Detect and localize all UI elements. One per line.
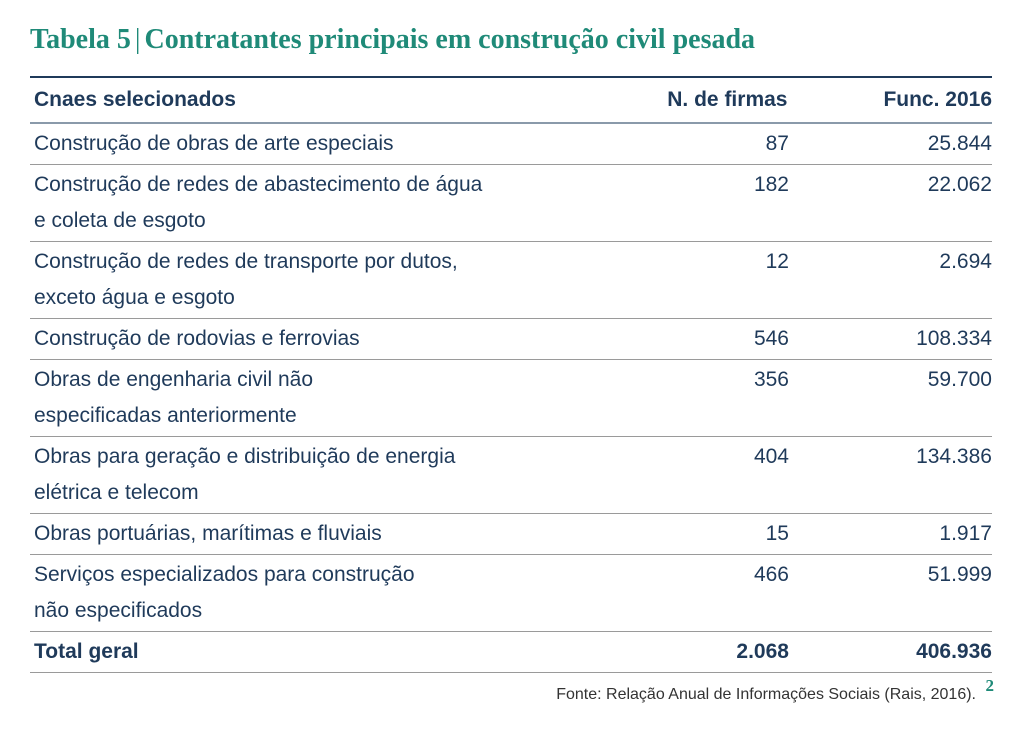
page-number: 2	[985, 676, 995, 695]
row-label-line: Obras de engenharia civil não	[34, 368, 314, 391]
row-label: Obras portuárias, marítimas e fluviais	[30, 516, 591, 552]
row-label: Obras de engenharia civil não especificad…	[30, 362, 591, 434]
table-row: Construção de redes de transporte por du…	[30, 242, 992, 319]
total-func: 406.936	[916, 640, 992, 663]
row-firmas: 546	[753, 327, 789, 350]
row-firmas: 182	[753, 173, 789, 196]
row-func: 51.999	[927, 563, 992, 586]
row-label: Obras para geração e distribuição de ene…	[30, 439, 591, 511]
table-row: Obras portuárias, marítimas e fluviais 1…	[30, 514, 992, 555]
row-label-line: Construção de obras de arte especiais	[34, 132, 394, 155]
row-firmas: 356	[753, 368, 789, 391]
row-func: 59.700	[927, 368, 992, 391]
row-firmas: 87	[765, 132, 789, 155]
header-func: Func. 2016	[883, 88, 993, 111]
header-firmas: N. de firmas	[667, 88, 788, 111]
row-func: 25.844	[927, 132, 992, 155]
row-label-line: e coleta de esgoto	[34, 209, 206, 232]
row-label: Construção de rodovias e ferrovias	[30, 321, 591, 357]
header-cnaes: Cnaes selecionados	[34, 88, 236, 111]
row-func: 1.917	[939, 522, 992, 545]
table-row: Construção de rodovias e ferrovias 546 1…	[30, 319, 992, 360]
row-firmas: 15	[765, 522, 789, 545]
row-label-line: Construção de redes de transporte por du…	[34, 250, 458, 273]
table-row: Obras de engenharia civil não especificad…	[30, 360, 992, 437]
row-func: 22.062	[927, 173, 992, 196]
row-label-line: elétrica e telecom	[34, 481, 199, 504]
table-title-label: Tabela 5	[30, 24, 131, 55]
table-total-row: Total geral 2.068 406.936	[30, 632, 992, 673]
table-row: Construção de redes de abastecimento de …	[30, 165, 992, 242]
total-firmas: 2.068	[736, 640, 789, 663]
row-label: Construção de obras de arte especiais	[30, 126, 591, 162]
table-title: Tabela 5 | Contratantes principais em cons…	[30, 24, 755, 56]
row-label-line: Construção de rodovias e ferrovias	[34, 327, 360, 350]
table-title-text: Contratantes principais em construção ci…	[144, 24, 756, 55]
row-label: Construção de redes de abastecimento de …	[30, 167, 591, 239]
table-row: Obras para geração e distribuição de ene…	[30, 437, 992, 514]
row-label-line: Obras para geração e distribuição de ene…	[34, 445, 456, 468]
row-label-line: Construção de redes de abastecimento de …	[34, 173, 483, 196]
total-label: Total geral	[34, 640, 139, 663]
table-row: Serviços especializados para construção n…	[30, 555, 992, 632]
row-func: 108.334	[916, 327, 992, 350]
table-top-rule	[30, 76, 992, 78]
table-row: Construção de obras de arte especiais 87…	[30, 124, 992, 165]
source-note: Fonte: Relação Anual de Informações Soci…	[556, 686, 976, 703]
row-func: 2.694	[939, 250, 992, 273]
row-firmas: 466	[753, 563, 789, 586]
row-label-line: não especificados	[34, 599, 203, 622]
row-label: Serviços especializados para construção n…	[30, 557, 591, 629]
row-firmas: 404	[753, 445, 789, 468]
row-label: Construção de redes de transporte por du…	[30, 244, 591, 316]
table-header: Cnaes selecionados N. de firmas Func. 20…	[30, 78, 992, 124]
row-label-line: Serviços especializados para construção	[34, 563, 415, 586]
row-firmas: 12	[765, 250, 789, 273]
row-label-line: exceto água e esgoto	[34, 286, 235, 309]
title-separator: |	[134, 24, 141, 55]
row-label-line: especificadas anteriormente	[34, 404, 297, 427]
row-label-line: Obras portuárias, marítimas e fluviais	[34, 522, 382, 545]
row-func: 134.386	[916, 445, 992, 468]
data-table: Cnaes selecionados N. de firmas Func. 20…	[30, 76, 992, 673]
